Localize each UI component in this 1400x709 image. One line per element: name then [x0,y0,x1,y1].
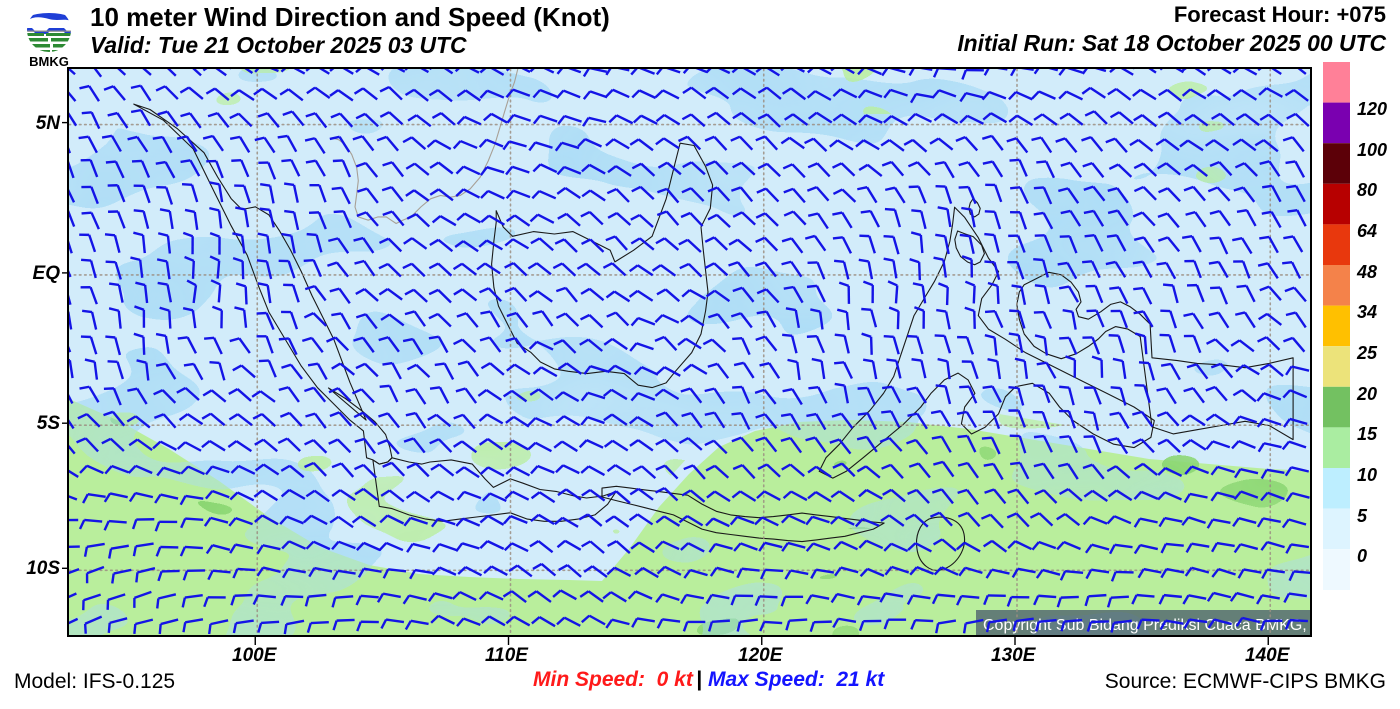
svg-text:BMKG: BMKG [29,54,69,67]
